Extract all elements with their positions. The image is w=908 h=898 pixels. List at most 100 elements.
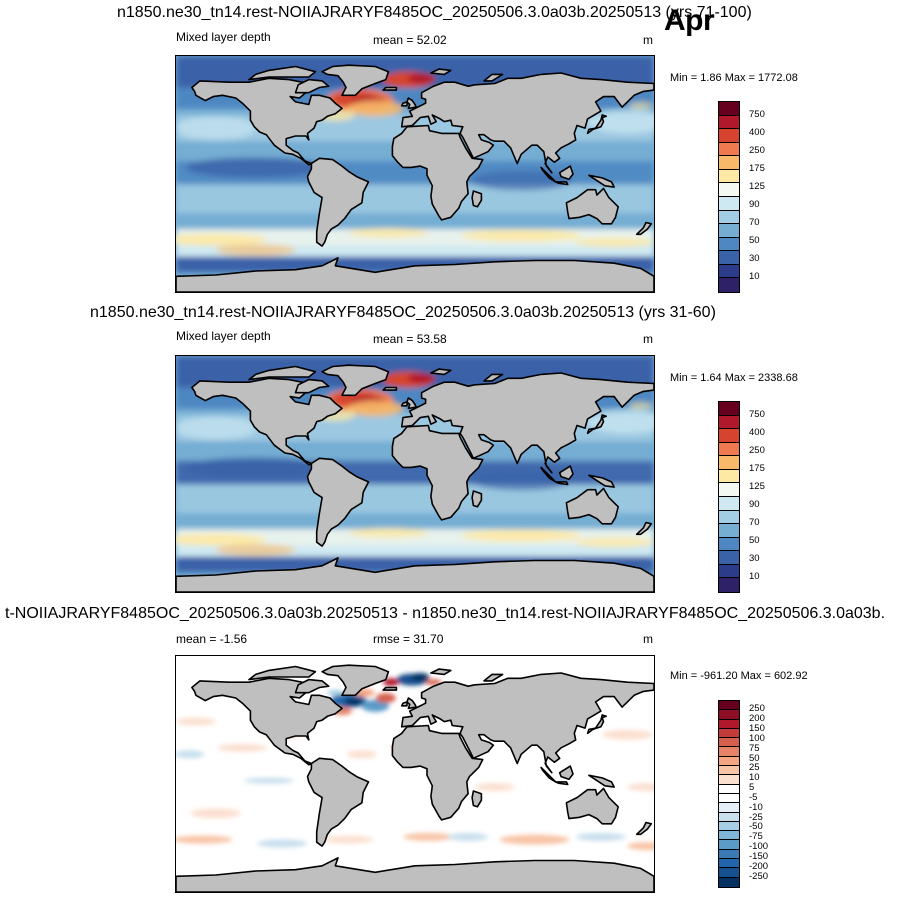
land-polygon [176, 857, 654, 892]
colorbar-swatch [719, 429, 739, 443]
colorbar-tick-label: -10 [749, 801, 763, 813]
colorbar-tick-label: 70 [749, 517, 760, 529]
land-polygon [565, 487, 620, 525]
field-blob [215, 544, 296, 556]
land-polygon [635, 521, 653, 536]
land-polygon [430, 68, 452, 76]
colorbar-swatch [719, 747, 739, 757]
field-band [176, 513, 654, 529]
field-blob [474, 783, 515, 792]
field-blob [461, 529, 582, 542]
field-blob [403, 832, 454, 841]
field-blob [407, 373, 436, 384]
land-polygon [565, 187, 620, 225]
land-polygon [191, 377, 343, 466]
colorbar-swatch [719, 859, 739, 869]
colorbar-swatch [719, 483, 739, 497]
colorbar-tick-label: -150 [749, 851, 769, 862]
land-polygon [321, 64, 390, 97]
panel-3-map [175, 655, 655, 893]
field-blob [425, 679, 442, 686]
field-blob [348, 228, 429, 238]
field-blob [574, 537, 654, 548]
land-polygon [588, 174, 616, 188]
field-blob [217, 743, 268, 752]
colorbar-tick-label: 5 [749, 782, 755, 794]
land-polygon [565, 787, 620, 825]
land-polygon [382, 686, 398, 691]
land-polygon [586, 114, 608, 135]
colorbar-tick-label: 250 [749, 144, 765, 156]
colorbar-swatch [719, 793, 739, 804]
land-polygon [382, 86, 398, 91]
field-band [176, 213, 654, 229]
field-blob [627, 842, 654, 851]
land-polygon [391, 124, 484, 221]
colorbar-tick-label: 175 [749, 162, 765, 174]
colorbar-swatch [719, 469, 739, 484]
colorbar-swatch [719, 564, 739, 579]
panel-2-map [175, 355, 655, 593]
land-polygon [540, 466, 557, 483]
colorbar-swatch [719, 415, 739, 430]
field-blob [574, 237, 654, 248]
field-blob [375, 693, 396, 703]
land-polygon [176, 257, 654, 292]
field-blob [327, 689, 344, 696]
land-polygon [558, 465, 574, 480]
land-polygon [554, 781, 569, 786]
colorbar-tick-label: 400 [749, 126, 765, 138]
land-polygon [540, 766, 557, 783]
colorbar-tick-label: -5 [749, 791, 758, 803]
field-blob [361, 699, 390, 712]
land-polygon [400, 701, 408, 707]
land-polygon [635, 221, 653, 236]
land-polygon [306, 757, 370, 847]
colorbar-swatch [719, 756, 739, 767]
field-blob [411, 673, 430, 681]
colorbar-tick-label: 100 [749, 732, 765, 744]
land-polygon [176, 557, 654, 592]
land-polygon [400, 672, 654, 774]
colorbar-tick-label: -100 [749, 841, 769, 853]
land-polygon [306, 157, 370, 247]
field-blob [471, 470, 572, 491]
field-blob [461, 229, 582, 242]
colorbar-tick-label: 175 [749, 462, 765, 474]
land-polygon [554, 481, 569, 486]
colorbar-swatch [719, 710, 739, 720]
panel-1-minmax: Min = 1.86 Max = 1772.08 [670, 72, 798, 84]
panel-3-minmax: Min = -961.20 Max = 602.92 [670, 670, 808, 682]
field-blob [343, 697, 364, 706]
field-blob [323, 835, 374, 844]
colorbar-swatch [719, 775, 739, 785]
colorbar-swatch [719, 784, 739, 794]
colorbar-swatch [719, 849, 739, 860]
field-blob [448, 832, 489, 841]
colorbar-swatch [719, 278, 739, 292]
colorbar-tick-label: 150 [749, 722, 765, 734]
field-band [176, 546, 654, 557]
field-blob [176, 533, 266, 546]
colorbar-tick-label: 50 [749, 235, 760, 247]
colorbar-swatch [719, 183, 739, 197]
map-svg [176, 656, 654, 892]
land-polygon [400, 101, 408, 107]
colorbar-tick-label: 10 [749, 571, 760, 583]
field-blob [190, 808, 241, 819]
colorbar-tick-label: -200 [749, 860, 769, 872]
colorbar-tick-label: 90 [749, 199, 760, 211]
colorbar-swatch [719, 115, 739, 130]
colorbar-swatch [719, 840, 739, 850]
field-blob [407, 73, 436, 84]
land-polygon [191, 77, 343, 166]
panel-1-title: n1850.ne30_tn14.rest-NOIIAJRARYF8485OC_2… [117, 4, 752, 21]
land-polygon [294, 78, 330, 94]
panel-3-rmse-label: rmse = 31.70 [373, 632, 444, 646]
colorbar-swatch [719, 831, 739, 841]
land-polygon [586, 714, 608, 735]
colorbar-tick-label: 30 [749, 253, 760, 265]
land-polygon [400, 401, 408, 407]
field-blob [346, 750, 377, 759]
panel-1-variable-label: Mixed layer depth [176, 30, 271, 44]
